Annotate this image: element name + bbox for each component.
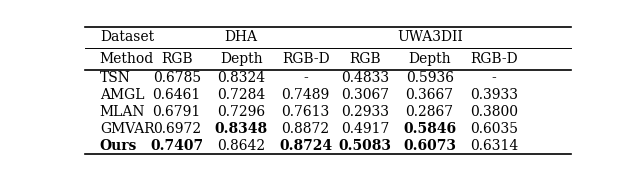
Text: RGB-D: RGB-D [470,52,518,66]
Text: MLAN: MLAN [100,105,145,119]
Text: 0.6314: 0.6314 [470,139,518,153]
Text: 0.2867: 0.2867 [406,105,454,119]
Text: Method: Method [100,52,154,66]
Text: 0.2933: 0.2933 [341,105,389,119]
Text: 0.5083: 0.5083 [339,139,392,153]
Text: 0.5936: 0.5936 [406,71,454,85]
Text: 0.3667: 0.3667 [406,88,454,102]
Text: 0.7284: 0.7284 [217,88,266,102]
Text: 0.8348: 0.8348 [214,122,268,136]
Text: UWA3DII: UWA3DII [397,30,463,44]
Text: 0.7296: 0.7296 [217,105,265,119]
Text: Depth: Depth [408,52,451,66]
Text: 0.7489: 0.7489 [282,88,330,102]
Text: Dataset: Dataset [100,30,154,44]
Text: 0.8724: 0.8724 [279,139,332,153]
Text: 0.3800: 0.3800 [470,105,518,119]
Text: GMVAR: GMVAR [100,122,154,136]
Text: 0.3067: 0.3067 [341,88,389,102]
Text: 0.8642: 0.8642 [217,139,265,153]
Text: RGB: RGB [349,52,381,66]
Text: -: - [492,71,497,85]
Text: 0.8324: 0.8324 [217,71,265,85]
Text: 0.3933: 0.3933 [470,88,518,102]
Text: TSN: TSN [100,71,131,85]
Text: RGB: RGB [161,52,193,66]
Text: 0.4833: 0.4833 [341,71,389,85]
Text: 0.6785: 0.6785 [153,71,201,85]
Text: 0.8872: 0.8872 [282,122,330,136]
Text: 0.7613: 0.7613 [282,105,330,119]
Text: 0.6972: 0.6972 [153,122,201,136]
Text: AMGL: AMGL [100,88,145,102]
Text: -: - [303,71,308,85]
Text: 0.6791: 0.6791 [152,105,201,119]
Text: Ours: Ours [100,139,137,153]
Text: Depth: Depth [220,52,262,66]
Text: 0.6461: 0.6461 [152,88,201,102]
Text: 0.4917: 0.4917 [341,122,389,136]
Text: 0.5846: 0.5846 [403,122,456,136]
Text: 0.7407: 0.7407 [150,139,204,153]
Text: DHA: DHA [225,30,258,44]
Text: RGB-D: RGB-D [282,52,330,66]
Text: 0.6073: 0.6073 [403,139,456,153]
Text: 0.6035: 0.6035 [470,122,518,136]
